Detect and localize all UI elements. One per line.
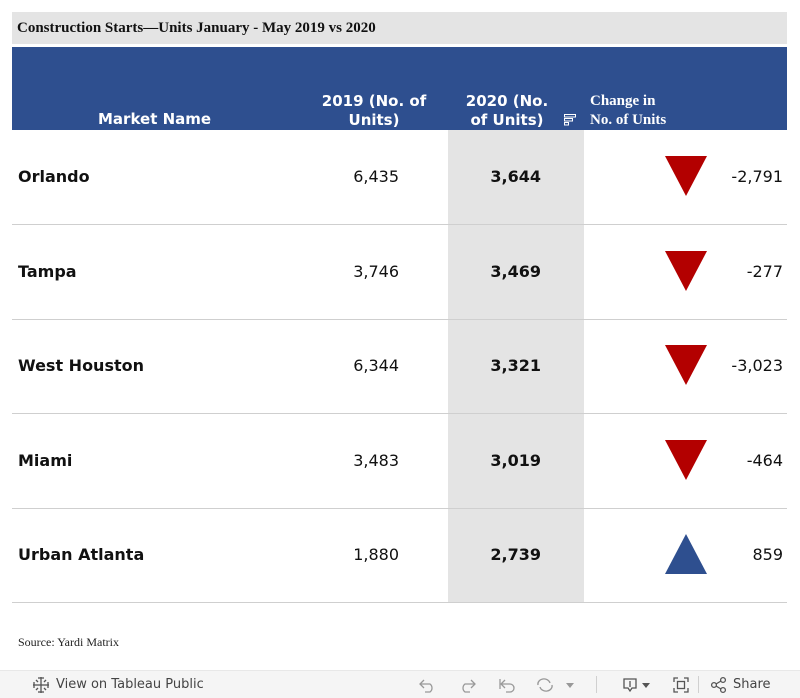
source-note: Source: Yardi Matrix	[18, 635, 119, 649]
fullscreen-icon	[673, 676, 689, 693]
header-market-name[interactable]: Market Name	[98, 110, 212, 128]
change-cell: -277	[746, 262, 783, 281]
toolbar-divider	[596, 676, 597, 693]
redo-icon	[462, 679, 476, 693]
units-2019-cell: 6,435	[353, 167, 399, 186]
header-2019[interactable]: 2019 (No. of Units)	[312, 92, 436, 130]
revert-icon	[499, 678, 515, 693]
units-2020-cell: 3,019	[490, 451, 541, 470]
header-2020-line1: 2020 (No.	[465, 92, 549, 110]
down-triangle-icon	[665, 156, 707, 196]
header-change-line1: Change in	[590, 93, 656, 109]
tableau-toolbar: View on Tableau Public	[0, 670, 800, 698]
units-2020-cell: 2,739	[490, 545, 541, 564]
units-2020-cell: 3,469	[490, 262, 541, 281]
chevron-down-icon	[566, 682, 574, 688]
refresh-button[interactable]	[535, 671, 555, 698]
view-on-tableau-label: View on Tableau Public	[56, 677, 204, 692]
undo-icon	[419, 679, 433, 693]
table-header: Market Name 2019 (No. of Units) 2020 (No…	[12, 47, 787, 130]
change-cell: 859	[752, 545, 783, 564]
down-triangle-icon	[665, 251, 707, 291]
header-change[interactable]: Change in No. of Units	[590, 92, 666, 130]
fullscreen-button[interactable]	[672, 671, 690, 698]
change-cell: -3,023	[731, 356, 783, 375]
down-triangle-icon	[665, 345, 707, 385]
header-2019-line1: 2019 (No. of	[321, 92, 427, 110]
table-row[interactable]: Miami 3,483 3,019 -464	[12, 414, 787, 509]
header-change-line2: No. of Units	[590, 112, 667, 128]
toolbar-divider	[698, 676, 699, 693]
up-triangle-icon	[665, 534, 707, 574]
share-label: Share	[733, 677, 771, 692]
market-name-cell: West Houston	[18, 356, 144, 375]
units-2020-cell: 3,321	[490, 356, 541, 375]
share-icon	[710, 676, 727, 693]
refresh-dropdown[interactable]	[565, 671, 575, 698]
market-name-cell: Orlando	[18, 167, 90, 186]
units-2019-cell: 3,746	[353, 262, 399, 281]
header-2020-line2: of Units)	[470, 111, 544, 129]
refresh-icon	[537, 677, 553, 692]
table-row[interactable]: Urban Atlanta 1,880 2,739 859	[12, 508, 787, 603]
change-cell: -464	[746, 451, 783, 470]
table-row[interactable]: Orlando 6,435 3,644 -2,791	[12, 130, 787, 225]
table-row[interactable]: Tampa 3,746 3,469 -277	[12, 225, 787, 320]
sort-descending-icon[interactable]	[564, 114, 576, 126]
units-2019-cell: 3,483	[353, 451, 399, 470]
revert-button[interactable]	[497, 671, 517, 698]
redo-button[interactable]	[457, 671, 477, 698]
undo-button[interactable]	[418, 671, 438, 698]
share-button[interactable]: Share	[710, 671, 771, 698]
column-2020-highlight	[448, 130, 584, 602]
down-triangle-icon	[665, 440, 707, 480]
download-icon	[623, 677, 637, 692]
tableau-logo-icon	[33, 676, 49, 693]
change-cell: -2,791	[731, 167, 783, 186]
page-title: Construction Starts—Units January - May …	[17, 19, 376, 36]
market-name-cell: Urban Atlanta	[18, 545, 145, 564]
units-2020-cell: 3,644	[490, 167, 541, 186]
chevron-down-icon	[642, 682, 650, 688]
download-button[interactable]	[620, 671, 651, 698]
title-bar: Construction Starts—Units January - May …	[12, 12, 787, 44]
units-2019-cell: 6,344	[353, 356, 399, 375]
market-name-cell: Miami	[18, 451, 73, 470]
header-2020[interactable]: 2020 (No. of Units)	[452, 92, 562, 130]
units-2019-cell: 1,880	[353, 545, 399, 564]
market-name-cell: Tampa	[18, 262, 77, 281]
table-row[interactable]: West Houston 6,344 3,321 -3,023	[12, 319, 787, 414]
header-2019-line2: Units)	[348, 111, 400, 129]
view-on-tableau-link[interactable]: View on Tableau Public	[32, 671, 204, 698]
